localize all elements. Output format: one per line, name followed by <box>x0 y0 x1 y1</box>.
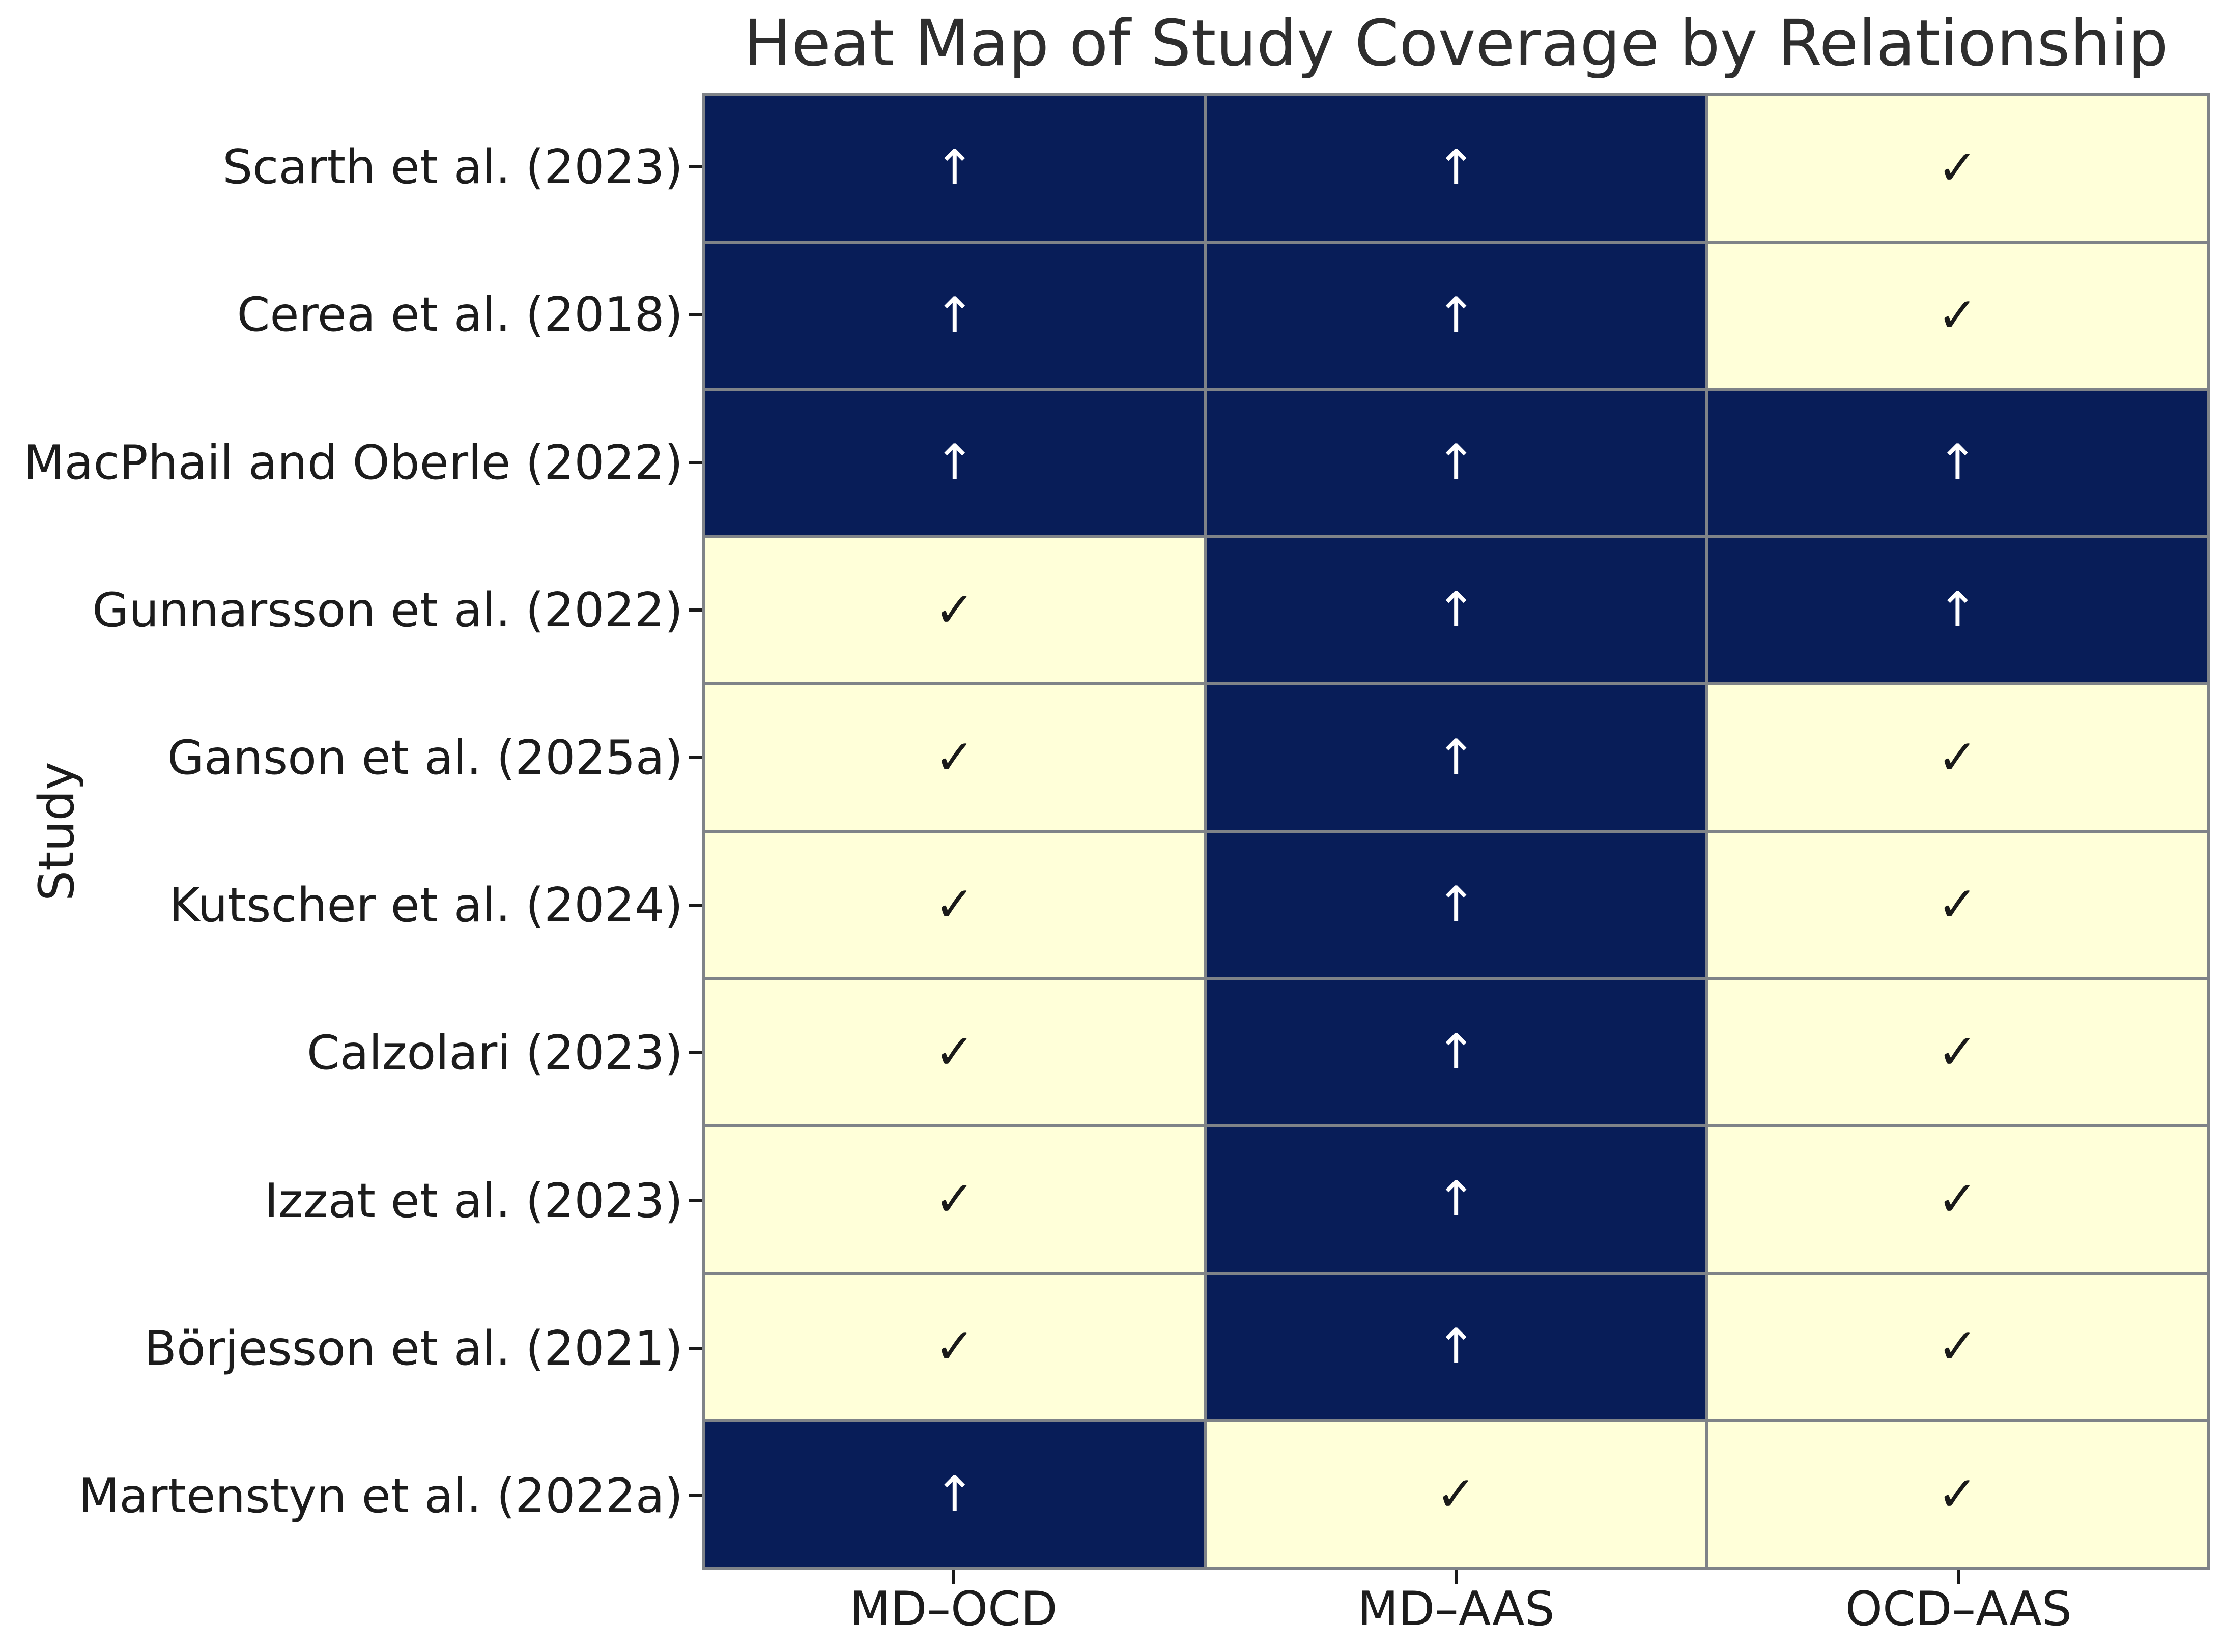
row-label: Scarth et al. (2023) <box>222 139 683 195</box>
x-axis-tick <box>1957 1570 1960 1584</box>
y-axis-tick <box>689 1494 702 1497</box>
row-label: Börjesson et al. (2021) <box>144 1320 683 1376</box>
heatmap-cell: ✓ <box>705 685 1204 830</box>
heatmap-cell: ↑ <box>1708 391 2207 535</box>
row-label: Kutscher et al. (2024) <box>169 878 683 933</box>
y-axis-tick <box>689 1346 702 1350</box>
heatmap-cell: ↑ <box>705 96 1204 241</box>
heatmap-cell: ✓ <box>1708 1127 2207 1272</box>
heatmap-cell: ✓ <box>1708 685 2207 830</box>
x-axis-tick <box>1455 1570 1458 1584</box>
heatmap-cell: ↑ <box>1207 980 1705 1125</box>
heatmap-cell: ✓ <box>1708 833 2207 977</box>
column-label: OCD–AAS <box>1845 1581 2072 1636</box>
heatmap-cell: ↑ <box>1207 538 1705 683</box>
heatmap-cell: ✓ <box>1708 243 2207 388</box>
y-axis-tick <box>689 460 702 464</box>
heatmap-cell: ✓ <box>705 980 1204 1125</box>
row-label: Martenstyn et al. (2022a) <box>78 1468 683 1523</box>
heatmap-cell: ✓ <box>705 1127 1204 1272</box>
y-axis-tick <box>689 904 702 907</box>
heatmap-cell: ↑ <box>1708 538 2207 683</box>
heatmap-grid: ↑ ↑ ✓ ↑ ↑ ✓ ↑ ↑ ↑ ✓ ↑ ↑ ✓ ↑ ✓ ✓ ↑ ✓ ✓ ↑ ✓ ✓ ↑ ✓ ✓ ↑ ✓ ↑ ✓ ✓ <box>702 93 2210 1570</box>
y-axis-tick <box>689 165 702 169</box>
heatmap-cell: ↑ <box>1207 96 1705 241</box>
x-axis-tick <box>952 1570 955 1584</box>
heatmap-cell: ✓ <box>1207 1422 1705 1567</box>
row-label: MacPhail and Oberle (2022) <box>23 434 683 490</box>
heatmap-cell: ✓ <box>1708 96 2207 241</box>
y-axis-tick <box>689 608 702 612</box>
heatmap-cell: ↑ <box>1207 833 1705 977</box>
row-label: Cerea et al. (2018) <box>237 287 683 342</box>
heatmap-cell: ↑ <box>705 391 1204 535</box>
heatmap-cell: ✓ <box>1708 1274 2207 1419</box>
row-label: Gunnarsson et al. (2022) <box>92 582 683 637</box>
heatmap-cell: ↑ <box>1207 391 1705 535</box>
y-axis-tick <box>689 756 702 759</box>
heatmap-cell: ↑ <box>705 243 1204 388</box>
row-label: Izzat et al. (2023) <box>264 1173 683 1228</box>
heatmap-cell: ↑ <box>1207 685 1705 830</box>
heatmap-cell: ✓ <box>1708 1422 2207 1567</box>
heatmap-cell: ✓ <box>705 1274 1204 1419</box>
column-label: MD–AAS <box>1357 1581 1555 1636</box>
heatmap-cell: ↑ <box>1207 1127 1705 1272</box>
y-axis-tick <box>689 1051 702 1055</box>
heatmap-cell: ↑ <box>705 1422 1204 1567</box>
heatmap-cell: ✓ <box>1708 980 2207 1125</box>
chart-title: Heat Map of Study Coverage by Relationsh… <box>744 7 2169 80</box>
column-label: MD–OCD <box>849 1581 1058 1636</box>
heatmap-cell: ↑ <box>1207 243 1705 388</box>
heatmap-cell: ✓ <box>705 833 1204 977</box>
y-axis-tick <box>689 1199 702 1202</box>
row-label: Ganson et al. (2025a) <box>167 730 683 785</box>
row-label: Calzolari (2023) <box>306 1025 683 1081</box>
heatmap-cell: ✓ <box>705 538 1204 683</box>
y-axis-tick <box>689 313 702 316</box>
heatmap-cell: ↑ <box>1207 1274 1705 1419</box>
